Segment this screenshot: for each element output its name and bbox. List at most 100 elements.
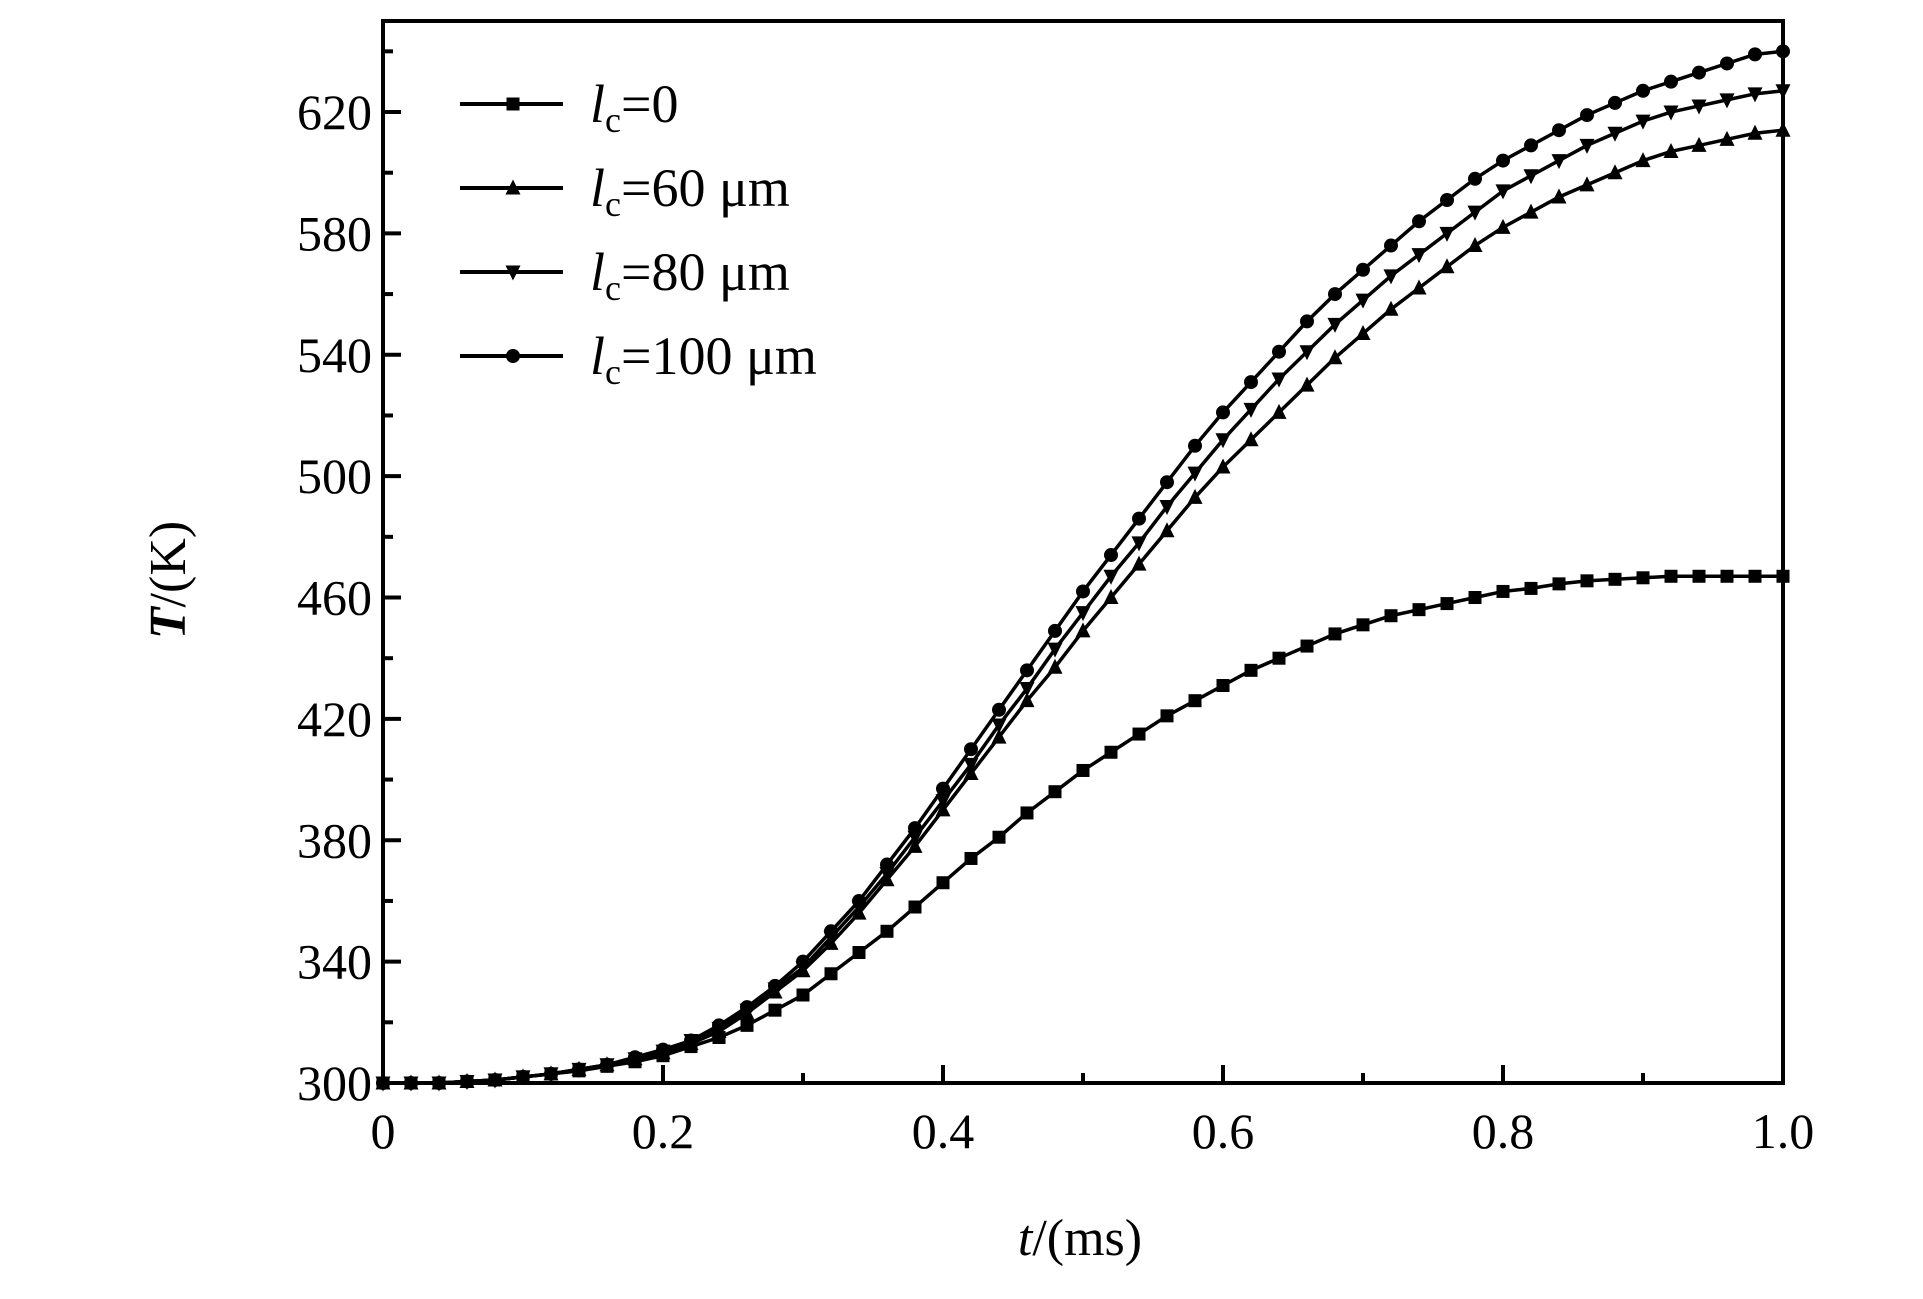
marker-square — [880, 924, 894, 938]
x-axis-label: t/(ms) — [1018, 1210, 1142, 1267]
marker-triangle-down — [505, 265, 521, 281]
marker-triangle-up — [1663, 142, 1679, 158]
marker-circle — [1412, 214, 1426, 229]
legend-label: lc=60 μm — [590, 158, 790, 224]
marker-circle — [992, 702, 1006, 717]
marker-square — [1104, 745, 1118, 759]
marker-triangle-down — [1495, 184, 1511, 200]
legend-label-symbol: l — [590, 326, 605, 386]
marker-triangle-down — [1355, 293, 1371, 309]
marker-circle — [1496, 153, 1510, 168]
marker-circle — [1188, 438, 1202, 453]
marker-triangle-up — [505, 179, 521, 195]
marker-triangle-down — [1103, 569, 1119, 585]
marker-triangle-up — [1411, 279, 1427, 295]
marker-circle — [824, 924, 838, 939]
marker-square — [964, 851, 978, 865]
marker-square — [1636, 571, 1650, 585]
marker-triangle-down — [1663, 105, 1679, 121]
marker-triangle-down — [1467, 205, 1483, 221]
marker-square — [768, 1003, 782, 1017]
marker-circle — [1104, 548, 1118, 563]
marker-square — [1440, 597, 1454, 611]
marker-circle — [506, 349, 520, 363]
marker-circle — [1244, 375, 1258, 390]
y-tick-labels: 300 340 380 420 460 500 540 580 620 — [297, 84, 372, 1111]
marker-triangle-up — [1747, 124, 1763, 140]
marker-square — [1244, 663, 1258, 677]
marker-square — [992, 830, 1006, 844]
marker-triangle-down — [1523, 169, 1539, 185]
marker-square — [1552, 577, 1566, 591]
marker-square — [1160, 709, 1174, 723]
legend-label: lc=0 — [590, 74, 678, 140]
marker-square — [1188, 694, 1202, 708]
marker-square — [1608, 572, 1622, 586]
marker-square — [908, 900, 922, 914]
marker-circle — [1272, 344, 1286, 359]
marker-circle — [1356, 262, 1370, 277]
marker-circle — [600, 1057, 614, 1072]
legend-label-subscript: c — [605, 184, 621, 224]
marker-circle — [1524, 138, 1538, 153]
legend-item: lc=60 μm — [460, 158, 790, 224]
marker-triangle-up — [1271, 403, 1287, 419]
marker-square — [1580, 574, 1594, 588]
marker-circle — [880, 857, 894, 872]
marker-square — [936, 876, 950, 890]
marker-circle — [1748, 47, 1762, 62]
series-3 — [376, 44, 1790, 1090]
marker-triangle-up — [1551, 188, 1567, 204]
legend-label-value: =60 μm — [621, 158, 790, 218]
marker-circle — [684, 1033, 698, 1048]
marker-triangle-up — [1579, 176, 1595, 192]
legend-item: lc=0 — [460, 74, 678, 140]
x-tick-labels: 0 0.2 0.4 0.6 0.8 1.0 — [371, 1103, 1815, 1159]
marker-triangle-down — [1215, 433, 1231, 449]
legend-label-symbol: l — [590, 158, 605, 218]
marker-triangle-down — [1411, 248, 1427, 264]
y-tick-label: 540 — [297, 327, 372, 383]
marker-square — [1468, 591, 1482, 605]
marker-square — [1076, 763, 1090, 777]
marker-circle — [1048, 623, 1062, 638]
marker-square — [1748, 569, 1762, 583]
legend-label-symbol: l — [590, 242, 605, 302]
marker-circle — [1076, 584, 1090, 599]
marker-triangle-down — [1747, 87, 1763, 103]
marker-triangle-up — [1327, 349, 1343, 365]
marker-circle — [516, 1069, 530, 1084]
legend-item: lc=100 μm — [460, 326, 817, 392]
marker-triangle-down — [1327, 317, 1343, 333]
marker-triangle-up — [1383, 300, 1399, 316]
marker-circle — [740, 1000, 754, 1015]
marker-square — [1328, 627, 1342, 641]
marker-circle — [1664, 74, 1678, 89]
marker-triangle-down — [1607, 126, 1623, 142]
marker-square — [1132, 727, 1146, 741]
marker-square — [1216, 679, 1230, 693]
marker-triangle-up — [1299, 376, 1315, 392]
marker-circle — [1580, 108, 1594, 123]
marker-circle — [544, 1066, 558, 1081]
marker-triangle-down — [963, 757, 979, 773]
marker-triangle-down — [1131, 536, 1147, 552]
marker-circle — [712, 1018, 726, 1033]
marker-circle — [908, 821, 922, 836]
y-tick-label: 620 — [297, 84, 372, 140]
legend-label-value: =80 μm — [621, 242, 790, 302]
plot-frame — [381, 19, 1785, 1085]
series-0 — [376, 569, 1790, 1090]
marker-triangle-up — [1719, 130, 1735, 146]
marker-circle — [1636, 83, 1650, 98]
marker-circle — [1328, 287, 1342, 302]
marker-square — [1692, 569, 1706, 583]
y-tick-label: 500 — [297, 448, 372, 504]
marker-circle — [1552, 123, 1566, 138]
marker-square — [796, 988, 810, 1002]
marker-square — [740, 1018, 754, 1032]
legend-label: lc=80 μm — [590, 242, 790, 308]
marker-triangle-up — [1047, 658, 1063, 674]
marker-triangle-down — [1271, 372, 1287, 388]
marker-triangle-down — [1075, 606, 1091, 622]
